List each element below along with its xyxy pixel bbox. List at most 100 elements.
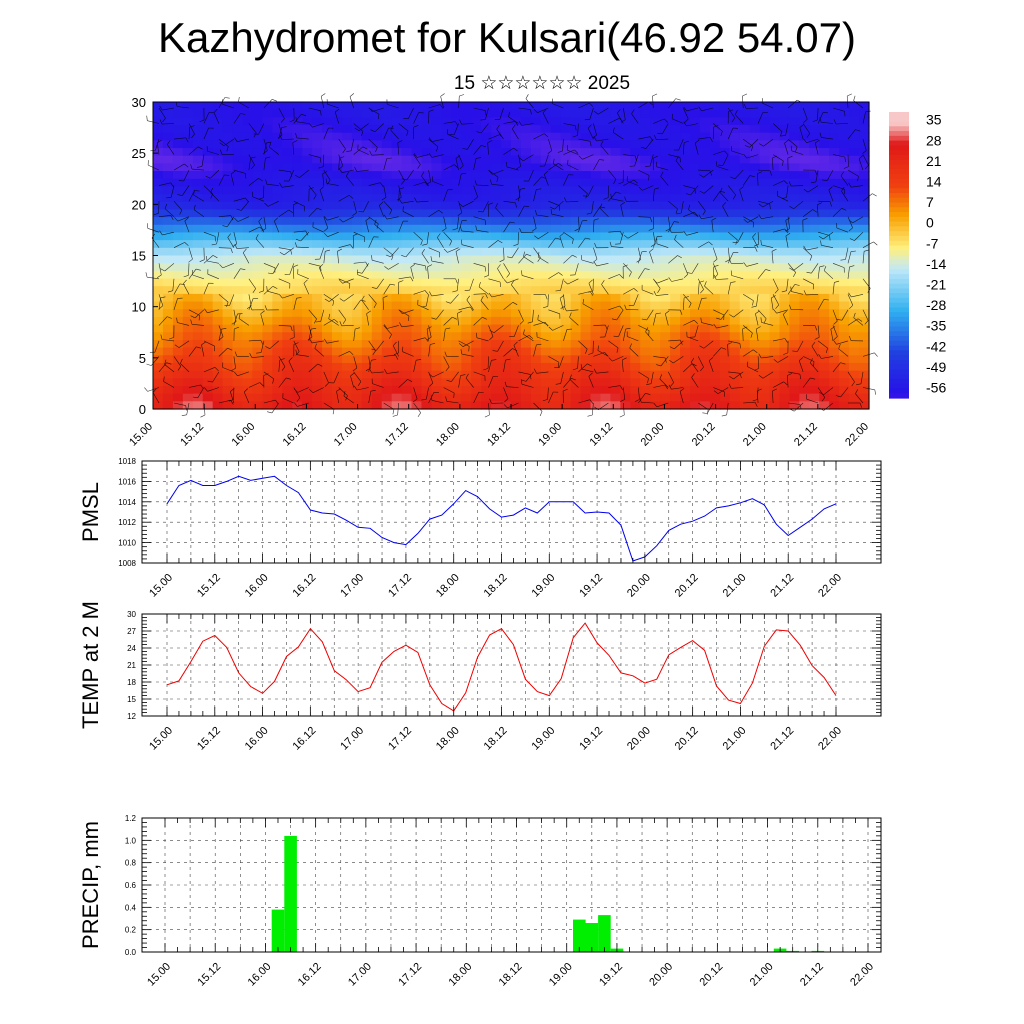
heatmap-cell: [252, 178, 263, 188]
heatmap-cell: [322, 163, 333, 172]
wind-barb-shaft: [467, 138, 474, 150]
wind-barb-shaft: [356, 387, 369, 391]
wind-barb-flag: [407, 315, 410, 321]
wind-barb-flag: [153, 212, 159, 216]
heatmap-cell: [292, 132, 303, 141]
wind-barb-shaft: [797, 340, 804, 352]
heatmap-cell: [371, 125, 383, 134]
heatmap-cell: [580, 178, 592, 188]
colorbar-swatch: [889, 340, 909, 347]
heatmap-cell: [570, 240, 582, 249]
heatmap-cell: [680, 270, 691, 280]
heatmap-cell: [829, 224, 840, 234]
heatmap-cell: [829, 247, 840, 257]
heatmap-cell: [530, 301, 542, 310]
heatmap-cell: [431, 401, 442, 410]
heatmap-cell: [172, 378, 184, 387]
heatmap-cell: [560, 217, 572, 226]
wind-barb-flag: [324, 298, 330, 302]
wind-barb-shaft: [771, 297, 774, 310]
heatmap-cell: [351, 201, 363, 211]
heatmap-cell: [501, 378, 512, 387]
wind-barb-shaft: [518, 309, 524, 321]
heatmap-cell: [501, 186, 512, 195]
wind-barb-shaft: [649, 154, 654, 167]
heatmap-cell: [600, 178, 612, 188]
heatmap-cell: [709, 355, 721, 364]
heatmap-cell: [162, 255, 174, 264]
heatmap-cell: [739, 293, 751, 303]
wind-barb-flag: [345, 171, 349, 177]
heatmap-cell: [401, 155, 413, 164]
wind-barb-flag: [836, 319, 843, 321]
wind-barb-shaft: [402, 211, 414, 217]
heatmap-cell: [491, 148, 502, 157]
wind-barb-shaft: [155, 139, 160, 151]
heatmap-cell: [192, 355, 204, 364]
wind-barb-flag: [695, 139, 700, 144]
heatmap-cell: [441, 201, 452, 211]
heatmap-cell: [252, 217, 263, 226]
heatmap-cell: [421, 102, 433, 111]
wind-barb-shaft: [336, 391, 339, 404]
wind-barb-shaft: [537, 107, 549, 113]
heatmap-cell: [849, 347, 860, 356]
heatmap-cell: [212, 286, 224, 295]
heatmap-cell: [769, 102, 781, 111]
wind-barb-shaft: [311, 340, 324, 344]
heatmap-cell: [242, 270, 254, 280]
heatmap-cell: [262, 378, 273, 387]
wind-barb-shaft: [818, 231, 830, 236]
wind-barb-shaft: [727, 127, 734, 140]
heatmap-cell: [829, 370, 840, 379]
heatmap-cell: [481, 224, 492, 234]
wind-barb-shaft: [299, 169, 309, 178]
wind-barb-flag: [620, 231, 623, 236]
wind-barb-shaft: [218, 399, 231, 404]
wind-barb-flag: [167, 316, 172, 319]
heatmap-cell: [491, 209, 502, 218]
wind-barb-shaft: [675, 160, 684, 171]
heatmap-cell: [630, 255, 641, 264]
heatmap-cell: [272, 293, 283, 303]
heatmap-cell: [680, 109, 691, 118]
heatmap-cell: [511, 171, 522, 180]
wind-barb-flag: [822, 179, 828, 181]
heatmap-cell: [451, 171, 462, 180]
wind-barb-shaft: [569, 378, 579, 388]
colorbar-swatch: [889, 235, 909, 242]
heatmap-cell: [630, 332, 641, 341]
wind-barb-shaft: [788, 402, 801, 405]
colorbar-label: 14: [926, 174, 942, 190]
heatmap-cell: [630, 247, 641, 257]
heatmap-cell: [729, 140, 741, 149]
heatmap-cell: [610, 132, 621, 141]
heatmap-cell: [789, 301, 800, 310]
heatmap-cell: [202, 309, 214, 318]
heatmap-cell: [550, 332, 562, 341]
heatmap-cell: [719, 201, 731, 211]
wind-barb-flag: [521, 379, 527, 382]
wind-barb-flag: [581, 255, 583, 261]
wind-barb-shaft: [158, 316, 168, 326]
heatmap-cell: [332, 217, 343, 226]
heatmap-cell: [172, 240, 184, 249]
heatmap-cell: [431, 339, 442, 349]
y-tick-label: 15: [132, 249, 146, 264]
wind-barb-shaft: [772, 123, 783, 132]
heatmap-cell: [709, 378, 721, 387]
wind-barb-flag: [795, 146, 798, 152]
heatmap-cell: [451, 347, 462, 356]
wind-barb-flag: [308, 187, 314, 190]
heatmap-cell: [799, 309, 810, 318]
heatmap-cell: [660, 140, 671, 149]
heatmap-cell: [421, 401, 433, 410]
wind-barb-shaft: [757, 356, 760, 369]
wind-barb-flag: [421, 171, 425, 177]
heatmap-cell: [212, 155, 224, 164]
wind-barb-shaft: [845, 247, 849, 260]
heatmap-cell: [789, 217, 800, 226]
wind-barb-shaft: [511, 284, 519, 295]
heatmap-cell: [849, 278, 860, 287]
heatmap-cell: [779, 132, 791, 141]
